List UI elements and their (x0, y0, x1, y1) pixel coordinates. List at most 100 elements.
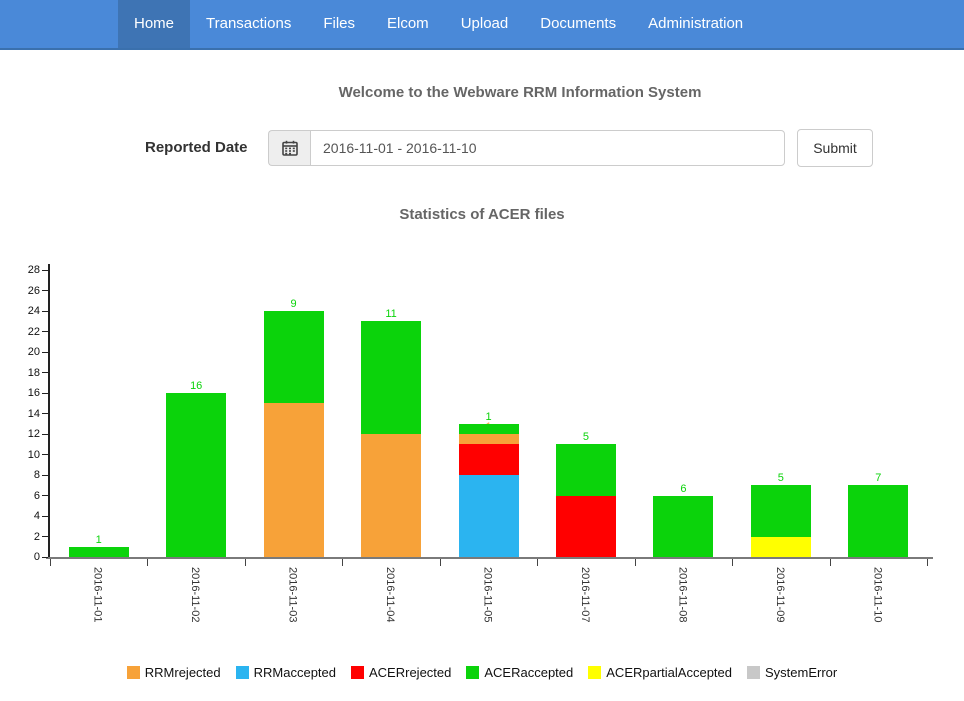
bar-segment-aceraccepted (653, 496, 713, 558)
x-axis-tick (50, 559, 51, 566)
date-range-input[interactable] (310, 130, 785, 166)
y-tick-label: 14 (10, 408, 40, 420)
y-tick-label: 20 (10, 346, 40, 358)
chart: 0246810121416182022242628 2016-11-012016… (0, 240, 964, 700)
bar-segment-acerrejected (459, 444, 519, 475)
x-axis-tick (732, 559, 733, 566)
legend-label: ACERaccepted (484, 665, 573, 680)
y-tick-label: 4 (10, 510, 40, 522)
x-axis-tick (245, 559, 246, 566)
nav-item-administration[interactable]: Administration (632, 0, 759, 48)
legend-item-acerrejected[interactable]: ACERrejected (351, 665, 451, 680)
nav-item-documents[interactable]: Documents (524, 0, 632, 48)
bar-segment-aceraccepted (556, 444, 616, 495)
bar-segment-acerrejected (556, 496, 616, 558)
y-tick-label: 28 (10, 264, 40, 276)
legend-label: ACERpartialAccepted (606, 665, 732, 680)
y-axis-tick (42, 393, 48, 394)
legend-swatch (127, 666, 140, 679)
x-axis-line (46, 557, 933, 559)
y-axis-tick (42, 372, 48, 373)
bar-segment-rrmrejected (459, 434, 519, 444)
reported-date-label: Reported Date (145, 130, 248, 166)
y-tick-label: 10 (10, 449, 40, 461)
y-axis-tick (42, 536, 48, 537)
legend-item-systemerror[interactable]: SystemError (747, 665, 837, 680)
legend-item-rrmrejected[interactable]: RRMrejected (127, 665, 221, 680)
x-category-label: 2016-11-02 (189, 567, 201, 622)
page-title: Welcome to the Webware RRM Information S… (76, 84, 964, 101)
x-category-label: 2016-11-09 (774, 567, 786, 622)
nav-item-elcom[interactable]: Elcom (371, 0, 445, 48)
legend-label: SystemError (765, 665, 837, 680)
y-axis-tick (42, 311, 48, 312)
date-range-input-group (268, 130, 785, 166)
y-axis-tick (42, 454, 48, 455)
bar-segment-aceraccepted (69, 547, 129, 557)
bar-value-label: 6 (653, 483, 713, 495)
bar-value-label: 16 (166, 380, 226, 392)
x-axis-tick (342, 559, 343, 566)
bar-segment-rrmrejected (361, 434, 421, 557)
bar-value-label: 1 (69, 534, 129, 546)
bar-value-label: 9 (264, 298, 324, 310)
x-category-label: 2016-11-03 (287, 567, 299, 622)
x-category-label: 2016-11-05 (482, 567, 494, 622)
x-axis-tick (927, 559, 928, 566)
bar-value-label: 5 (751, 472, 811, 484)
bar-segment-aceraccepted (751, 485, 811, 536)
bar-segment-aceraccepted (361, 321, 421, 434)
legend-label: ACERrejected (369, 665, 451, 680)
y-axis-tick (42, 557, 48, 558)
nav-item-home[interactable]: Home (118, 0, 190, 48)
chart-legend: RRMrejected RRMaccepted ACERrejected ACERac… (0, 665, 964, 680)
y-axis-tick (42, 475, 48, 476)
legend-swatch (236, 666, 249, 679)
bar-segment-aceraccepted (166, 393, 226, 557)
nav-item-upload[interactable]: Upload (445, 0, 525, 48)
x-axis-tick (440, 559, 441, 566)
legend-item-acerpartialaccepted[interactable]: ACERpartialAccepted (588, 665, 732, 680)
bar-value-label: 7 (848, 472, 908, 484)
y-tick-label: 12 (10, 428, 40, 440)
y-axis-tick (42, 352, 48, 353)
x-category-label: 2016-11-01 (92, 567, 104, 622)
y-tick-label: 2 (10, 531, 40, 543)
y-tick-label: 0 (10, 551, 40, 563)
x-axis-tick (830, 559, 831, 566)
bar-segment-aceraccepted (264, 311, 324, 403)
legend-item-aceraccepted[interactable]: ACERaccepted (466, 665, 573, 680)
calendar-icon-svg (282, 140, 298, 156)
chart-plot-area: 11615912118311656257 (50, 270, 927, 557)
nav-item-transactions[interactable]: Transactions (190, 0, 307, 48)
bar-value-label: 1 (459, 411, 519, 423)
y-axis-tick (42, 290, 48, 291)
nav-list: HomeTransactionsFilesElcomUploadDocument… (118, 0, 759, 48)
legend-label: RRMaccepted (254, 665, 336, 680)
calendar-icon[interactable] (268, 130, 310, 166)
bar-segment-rrmrejected (264, 403, 324, 557)
page: HomeTransactionsFilesElcomUploadDocument… (0, 0, 964, 701)
x-category-label: 2016-11-10 (871, 567, 883, 622)
y-tick-label: 24 (10, 305, 40, 317)
legend-item-rrmaccepted[interactable]: RRMaccepted (236, 665, 336, 680)
y-tick-label: 6 (10, 490, 40, 502)
navbar: HomeTransactionsFilesElcomUploadDocument… (0, 0, 964, 50)
x-axis-tick (537, 559, 538, 566)
legend-swatch (351, 666, 364, 679)
bar-segment-aceraccepted (848, 485, 908, 557)
x-category-label: 2016-11-08 (676, 567, 688, 622)
legend-swatch (747, 666, 760, 679)
x-axis-tick (147, 559, 148, 566)
y-axis-tick (42, 495, 48, 496)
submit-button[interactable]: Submit (797, 129, 873, 167)
bar-segment-acerpartialaccepted (751, 537, 811, 558)
legend-swatch (466, 666, 479, 679)
x-category-label: 2016-11-07 (579, 567, 591, 622)
y-axis-tick (42, 270, 48, 271)
y-tick-label: 26 (10, 285, 40, 297)
nav-item-files[interactable]: Files (307, 0, 371, 48)
bar-value-label: 11 (361, 308, 421, 320)
legend-swatch (588, 666, 601, 679)
bar-value-label: 5 (556, 431, 616, 443)
